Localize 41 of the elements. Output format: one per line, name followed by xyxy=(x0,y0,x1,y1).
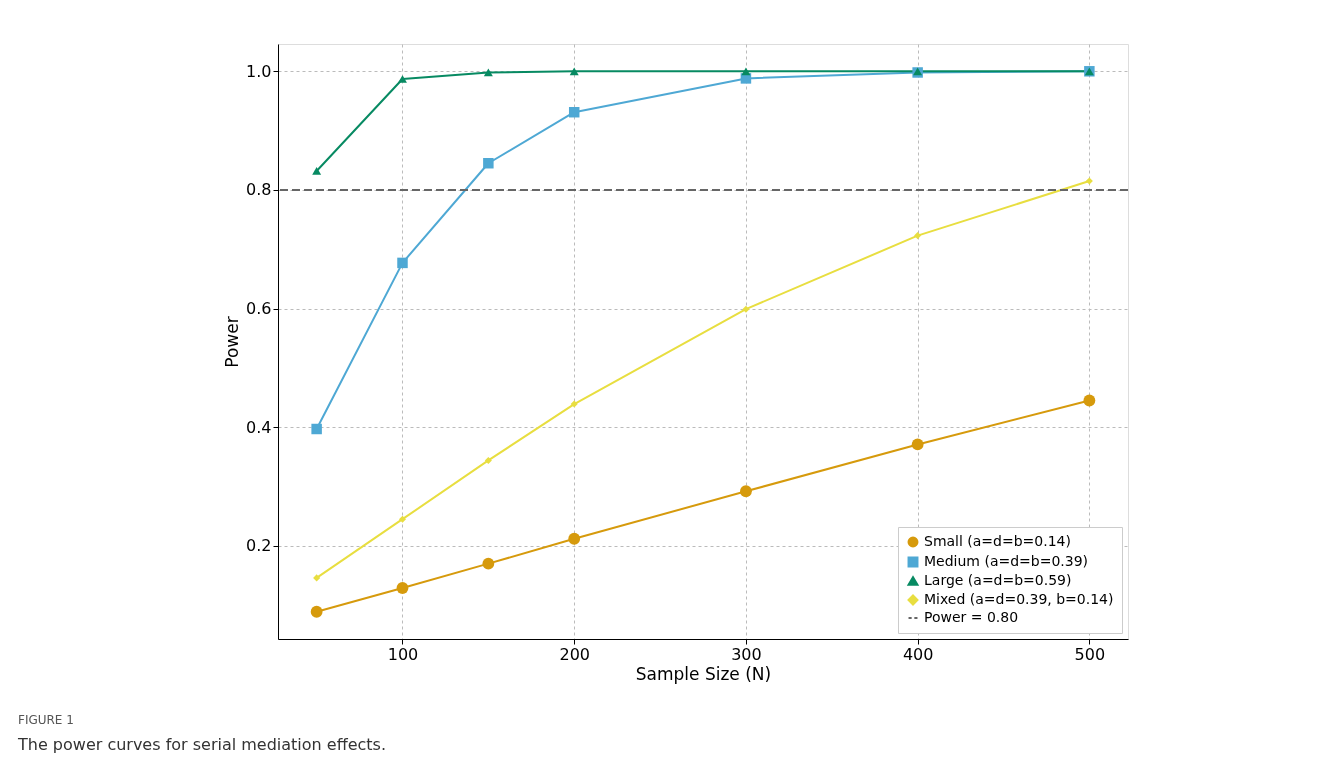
legend-label: Medium (a=d=b=0.39) xyxy=(924,553,1089,569)
x-tick-label: 500 xyxy=(1074,644,1106,664)
point xyxy=(398,515,407,523)
point xyxy=(313,574,321,582)
point xyxy=(911,438,924,451)
point xyxy=(398,75,407,83)
x-tick-label: 400 xyxy=(902,644,934,664)
point xyxy=(568,106,580,118)
caption: FIGURE 1 xyxy=(18,713,74,727)
y-tick-label: 0.2 xyxy=(246,536,272,556)
y-tick-label: 0.4 xyxy=(246,417,272,437)
point xyxy=(483,157,494,169)
point xyxy=(740,485,752,498)
legend-label: Power = 0.80 xyxy=(924,609,1019,625)
x-tick-label: 100 xyxy=(387,644,419,664)
point xyxy=(1085,177,1093,185)
y-tick-label: 0.6 xyxy=(246,299,272,319)
x-axis-title: Sample Size (N) xyxy=(635,663,772,684)
point xyxy=(742,305,750,313)
point xyxy=(570,400,578,408)
point xyxy=(310,605,323,618)
point xyxy=(396,582,409,594)
legend-label: Small (a=d=b=0.14) xyxy=(924,533,1071,549)
point xyxy=(569,67,579,76)
legend-label: Large (a=d=b=0.59) xyxy=(924,572,1072,588)
text: The power curves for serial mediation effects. xyxy=(17,735,387,754)
point xyxy=(312,167,322,175)
point xyxy=(741,67,751,76)
point xyxy=(568,532,581,545)
point xyxy=(1083,394,1096,407)
x-tick-label: 300 xyxy=(731,644,762,664)
y-tick-label: 1.0 xyxy=(246,61,272,81)
point xyxy=(914,232,922,240)
y-tick-label: 0.8 xyxy=(246,180,272,200)
y-axis-title: Power xyxy=(222,316,243,368)
point xyxy=(484,456,492,464)
legend-label: Mixed (a=d=0.39, b=0.14) xyxy=(924,591,1114,607)
x-tick-label: 200 xyxy=(559,644,590,664)
point xyxy=(311,423,322,435)
point xyxy=(397,257,408,269)
point xyxy=(482,557,495,570)
